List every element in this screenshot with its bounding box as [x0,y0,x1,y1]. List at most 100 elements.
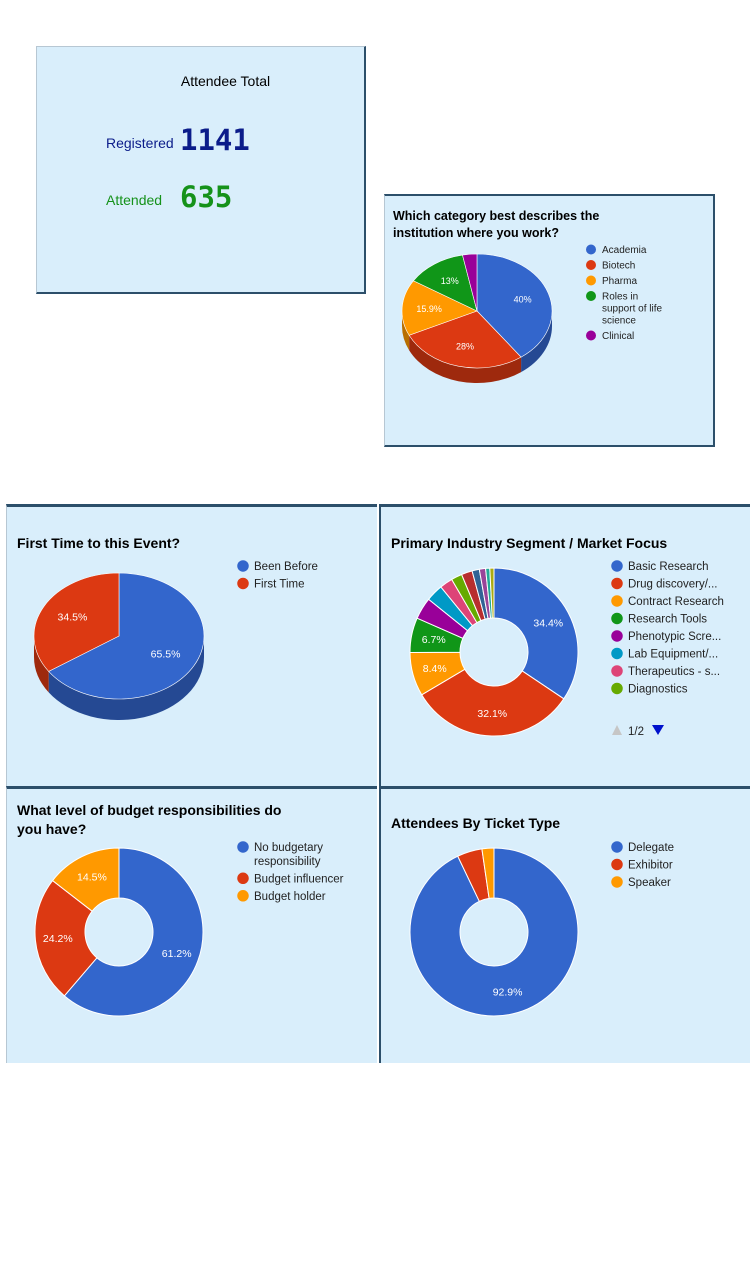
legend-item-budget-influencer: Budget influencer [237,872,344,885]
legend-label: No budgetary responsibility [254,842,323,868]
pie-slice-been-before [48,572,205,700]
donut-slice-extra-12 [489,567,495,619]
legend-label: Exhibitor [628,860,673,872]
legend-marker [611,577,623,590]
attended-label: Attended [106,192,163,208]
pie-wall-academia [521,311,552,373]
pie-side-walls [34,636,204,721]
legend-item-no-budgetary-responsibility: No budgetary responsibility [237,841,323,868]
ticket-chart-panel: Attendees By Ticket Type 92.9% Delegate Exh… [379,786,750,1063]
legend-item-speaker: Speaker [611,876,671,889]
legend-marker [611,595,623,607]
slice-label-academia: 40% [514,295,532,305]
legend-label: Lab Equipment/... [628,649,718,661]
legend-label: Been Before [254,561,318,573]
institution-pie-chart: Which category best describes the institu… [393,209,662,383]
slice-label-budget-holder: 14.5% [77,871,107,883]
legend-label: Biotech [602,261,635,272]
legend-label: Budget holder [254,891,326,903]
attendee-total-title: Attendee Total [180,73,271,89]
donut-slice-no-budgetary-responsibility [63,847,204,1017]
legend-label: Phenotypic Scre... [628,631,721,643]
pie-wall-first-time [34,636,49,693]
donut-slice-budget-influencer [34,879,98,997]
legend-marker [237,872,249,885]
pie-slice-roles-in-support-of-life-science [412,254,478,312]
chart-title: What level of budget responsibilities do… [17,802,281,837]
legend-label: Therapeutics - s... [628,666,720,678]
institution-chart-panel: Which category best describes the institu… [384,194,715,447]
slice-label-budget-influencer: 24.2% [43,933,73,945]
pie-wall-biotech [409,335,522,383]
legend-marker [611,858,623,871]
legend-marker [586,291,596,301]
legend-marker [611,560,623,572]
slice-label-first-time: 34.5% [58,612,88,624]
pie-slice-clinical [462,253,478,312]
legend-marker [611,647,623,660]
legend-marker [237,841,249,853]
legend-label: Drug discovery/... [628,579,717,591]
attended-value: 635 [180,180,233,214]
legend-item-therapeutics-s: Therapeutics - s... [611,665,720,678]
legend-label: Delegate [628,842,674,854]
legend-item-pharma: Pharma [586,275,637,287]
registered-label: Registered [106,135,174,151]
legend-item-biotech: Biotech [586,260,635,272]
budget-chart-panel: What level of budget responsibilities do… [6,786,377,1063]
legend-marker [237,890,249,902]
legend-item-exhibitor: Exhibitor [611,858,673,872]
legend-marker [586,244,596,255]
legend-label: Basic Research [628,561,709,573]
pie-slice-academia [476,253,553,358]
legend-label: Research Tools [628,614,707,626]
pie-slice-pharma [401,280,478,336]
industry-chart-panel: Primary Industry Segment / Market Focus 3… [379,504,750,786]
pie-wall-been-before [48,636,204,721]
legend-item-basic-research: Basic Research [611,560,709,573]
donut-slice-drug-discovery [421,668,565,737]
legend-item-roles-in-support-of-life-science: Roles in support of life science [586,291,662,327]
legend-item-been-before: Been Before [237,560,318,573]
ticket-donut-chart: Attendees By Ticket Type 92.9% Delegate Exh… [391,815,674,1017]
legend-label: First Time [254,579,304,591]
attendee-total-panel: Attendee Total Registered 1141 Attended … [36,46,366,294]
chart-title: Primary Industry Segment / Market Focus [391,535,667,551]
legend-label: Speaker [628,877,671,889]
legend-item-lab-equipment: Lab Equipment/... [611,647,718,661]
legend-item-first-time: First Time [237,577,304,591]
donut-slice-budget-holder [51,847,120,912]
legend-item-academia: Academia [586,244,647,256]
slice-label-no-budgetary-responsibility: 61.2% [162,948,192,960]
legend-marker [611,665,623,677]
pager-text: 1/2 [628,726,644,738]
legend-item-delegate: Delegate [611,841,674,854]
legend-item-contract-research: Contract Research [611,595,724,608]
legend-item-budget-holder: Budget holder [237,890,326,903]
legend-marker [611,612,623,625]
pie-slice-first-time [33,572,120,672]
pie-side-walls [402,311,552,383]
legend-label: Budget influencer [254,873,344,885]
slice-label-roles-in-support-of-life-science: 13% [441,276,459,286]
legend-label: Contract Research [628,596,724,608]
legend-marker [611,841,623,853]
chart-title: Attendees By Ticket Type [391,815,560,831]
donut-slice-basic-research [493,567,579,700]
legend-item-diagnostics: Diagnostics [611,682,688,696]
legend-label: Roles in support of life science [602,292,662,327]
pager-prev-icon[interactable] [612,725,622,735]
slice-label-basic-research: 34.4% [533,618,563,630]
slice-label-pharma: 15.9% [416,304,442,314]
slice-label-been-before: 65.5% [151,648,181,660]
legend-item-phenotypic-scre: Phenotypic Scre... [611,630,721,643]
registered-value: 1141 [180,123,250,157]
pie-wall-pharma [402,311,410,351]
slice-label-delegate: 92.9% [493,986,523,998]
slice-label-drug-discovery: 32.1% [477,708,507,720]
legend-marker [586,330,596,341]
first-time-chart-panel: First Time to this Event? 65.5% 34.5% Been … [6,504,377,786]
legend-item-drug-discovery: Drug discovery/... [611,577,717,591]
slice-label-contract-research: 8.4% [423,663,447,675]
pager-next-icon[interactable] [652,725,664,735]
